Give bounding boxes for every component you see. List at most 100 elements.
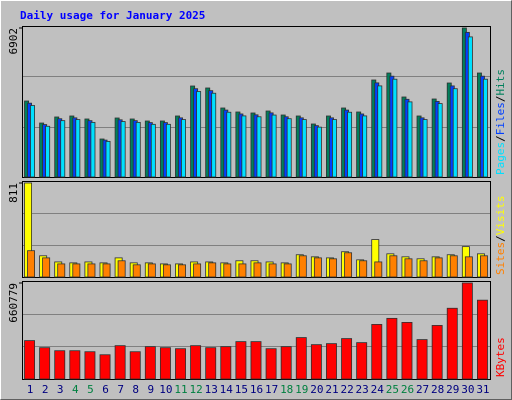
bar xyxy=(389,255,398,278)
bar xyxy=(235,341,247,380)
legend: Pages/Files/Hits xyxy=(494,69,507,175)
legend-separator: / xyxy=(494,135,507,142)
bar xyxy=(298,255,307,278)
x-tick-label: 8 xyxy=(132,383,139,396)
x-tick-label: 18 xyxy=(280,383,293,396)
x-tick-label: 13 xyxy=(205,383,218,396)
bar xyxy=(27,250,35,278)
bar xyxy=(461,282,473,380)
x-tick-label: 31 xyxy=(476,383,489,396)
bar xyxy=(419,260,428,278)
x-tick-label: 22 xyxy=(340,383,353,396)
bar xyxy=(483,78,488,178)
x-tick-label: 29 xyxy=(446,383,459,396)
bar xyxy=(310,344,322,380)
bar xyxy=(69,350,81,380)
x-tick-label: 1 xyxy=(27,383,34,396)
bar xyxy=(117,260,126,278)
bar xyxy=(24,340,35,380)
bar xyxy=(437,103,443,178)
bar xyxy=(226,111,232,178)
x-tick-label: 7 xyxy=(117,383,124,396)
bar xyxy=(404,258,413,278)
bar xyxy=(362,115,368,178)
bar xyxy=(374,261,383,278)
bar xyxy=(377,85,383,178)
bar xyxy=(211,92,217,178)
chart-title: Daily usage for January 2025 xyxy=(20,9,205,22)
x-tick-label: 2 xyxy=(42,383,49,396)
bar xyxy=(356,342,368,380)
bar xyxy=(99,354,111,380)
bar xyxy=(422,119,428,178)
legend-entry: Pages xyxy=(494,142,507,175)
bar xyxy=(295,337,307,380)
bar xyxy=(341,338,353,380)
bar xyxy=(120,121,126,178)
bar xyxy=(392,78,398,178)
bar xyxy=(467,36,473,178)
legend-separator: / xyxy=(494,235,507,242)
bar xyxy=(72,263,81,278)
legend-entry: Visits xyxy=(494,196,507,236)
bar xyxy=(90,121,96,178)
bar xyxy=(371,324,383,380)
bar xyxy=(57,263,66,278)
bar xyxy=(241,115,247,178)
x-tick-label: 25 xyxy=(386,383,399,396)
x-tick-label: 5 xyxy=(87,383,94,396)
x-tick-label: 11 xyxy=(174,383,187,396)
bar xyxy=(316,126,322,178)
legend-entry: KBytes xyxy=(494,337,507,377)
bar xyxy=(196,91,202,178)
x-tick-label: 12 xyxy=(189,383,202,396)
bar xyxy=(431,325,443,380)
x-tick-label: 21 xyxy=(325,383,338,396)
x-tick-label: 3 xyxy=(57,383,64,396)
bar xyxy=(301,119,307,178)
legend-separator: / xyxy=(494,96,507,103)
bar xyxy=(250,341,262,380)
y-max-label: 6902 xyxy=(7,28,20,55)
x-tick-label: 14 xyxy=(220,383,234,396)
bar xyxy=(286,118,292,178)
bar xyxy=(105,140,111,178)
bar xyxy=(416,339,428,380)
bar xyxy=(256,116,262,178)
x-tick-label: 9 xyxy=(148,383,155,396)
bar xyxy=(165,123,171,178)
legend: Sites/Visits xyxy=(494,196,507,276)
x-tick-label: 10 xyxy=(159,383,172,396)
x-tick-label: 20 xyxy=(310,383,323,396)
x-tick-label: 6 xyxy=(102,383,109,396)
x-tick-label: 27 xyxy=(416,383,429,396)
bar xyxy=(75,119,81,178)
legend: KBytes xyxy=(494,337,507,377)
bar xyxy=(480,255,488,278)
bar xyxy=(132,264,141,278)
bar xyxy=(238,263,247,278)
bar xyxy=(464,256,473,278)
bar xyxy=(190,345,202,380)
bar xyxy=(175,348,186,380)
bar xyxy=(283,263,292,278)
x-tick-label: 17 xyxy=(265,383,278,396)
bar xyxy=(193,263,202,278)
bar xyxy=(54,350,66,380)
x-tick-label: 16 xyxy=(250,383,263,396)
bar xyxy=(45,125,51,178)
x-tick-label: 30 xyxy=(461,383,474,396)
bar xyxy=(205,347,217,380)
bar xyxy=(332,119,337,178)
bar xyxy=(329,258,337,278)
bar xyxy=(271,114,277,178)
x-tick-label: 19 xyxy=(295,383,308,396)
bar xyxy=(386,317,398,380)
bar xyxy=(42,257,51,278)
x-tick-label: 28 xyxy=(431,383,444,396)
x-tick-label: 23 xyxy=(356,383,369,396)
bar xyxy=(407,101,413,178)
bar xyxy=(135,121,141,178)
